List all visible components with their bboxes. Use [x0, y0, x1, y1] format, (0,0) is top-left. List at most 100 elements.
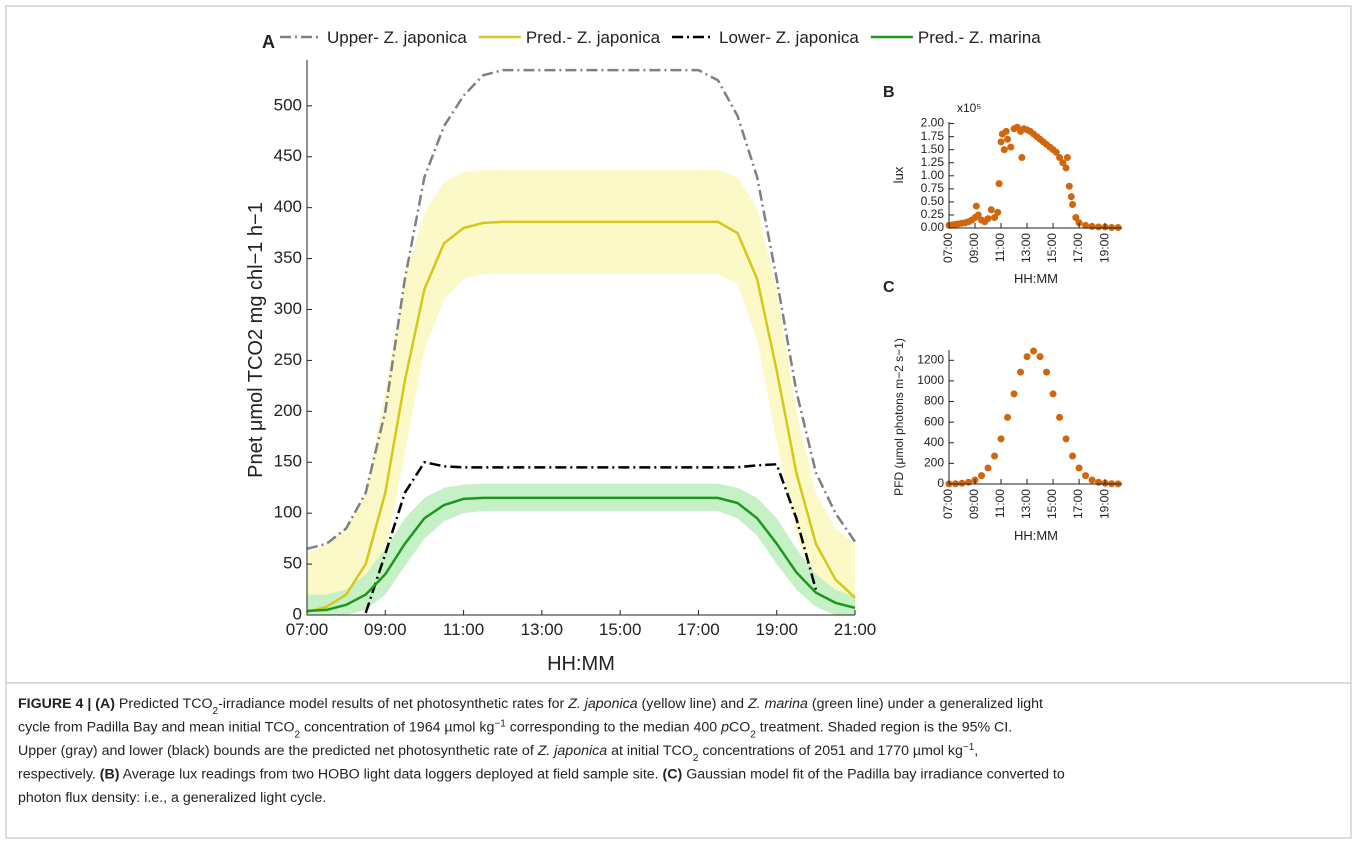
panel-label: A [262, 32, 275, 52]
x-tick-label: 09:00 [967, 233, 981, 263]
caption-run: Upper (gray) and lower (black) bounds ar… [18, 743, 538, 759]
point [1018, 154, 1026, 162]
point [991, 452, 999, 460]
caption-run: treatment. Shaded region is the 95% CI. [756, 720, 1012, 736]
caption-run: (C) [663, 767, 683, 783]
series-line [306, 220, 856, 614]
point [1043, 368, 1051, 376]
y-tick-label: 300 [274, 299, 302, 318]
caption-line: photon flux density: i.e., a generalized… [18, 790, 326, 806]
point [1095, 478, 1103, 486]
ci-band [307, 169, 855, 615]
point [1062, 435, 1070, 443]
x-tick-label: 19:00 [1097, 233, 1111, 263]
y-tick-label: 250 [274, 350, 302, 369]
y-tick-label: 400 [274, 197, 302, 216]
caption-run: 2 [295, 729, 301, 740]
point [991, 214, 999, 222]
point [1049, 390, 1057, 398]
point [1004, 135, 1012, 143]
ci-band [307, 483, 855, 615]
y-tick-label: 0.25 [921, 207, 945, 221]
point [1007, 143, 1015, 151]
caption-run: 2 [213, 706, 219, 717]
y-tick-label: 150 [274, 452, 302, 471]
x-tick-label: 11:00 [443, 620, 484, 639]
panel-label: B [883, 84, 895, 101]
x-tick-label: 17:00 [677, 620, 720, 639]
caption-run: at initial TCO [607, 743, 693, 759]
caption-run: Gaussian model fit of the Padilla bay ir… [682, 767, 1065, 783]
point [958, 479, 966, 487]
caption-line: respectively. (B) Average lux readings f… [18, 767, 1065, 783]
x-tick-label: 13:00 [1019, 489, 1033, 519]
y-axis-label: Pnet μmol TCO2 mg chl−1 h−1 [245, 202, 267, 478]
caption-run: FIGURE 4 | (A) [18, 696, 115, 712]
x-tick-label: 19:00 [755, 620, 798, 639]
point [972, 202, 980, 210]
point [1082, 472, 1090, 480]
point [974, 211, 982, 219]
point [978, 472, 986, 480]
y-tick-label: 200 [274, 401, 302, 420]
point [994, 208, 1002, 216]
caption-run: respectively. [18, 767, 100, 783]
caption-run: (green line) under a generalized light [808, 696, 1043, 712]
point [1065, 182, 1073, 190]
legend-label: Pred.- Z. japonica [526, 28, 661, 47]
point [1095, 223, 1103, 231]
point [984, 464, 992, 472]
point [1002, 127, 1010, 135]
point [1069, 201, 1077, 209]
x-tick-label: 11:00 [993, 233, 1007, 262]
caption-run: 2 [750, 729, 756, 740]
caption-run: corresponding to the median 400 [506, 720, 721, 736]
x-axis-label: HH:MM [1014, 528, 1058, 543]
caption-run: Predicted TCO [115, 696, 213, 712]
point [1062, 164, 1070, 172]
point [1088, 222, 1096, 230]
point [1059, 159, 1067, 167]
point [1023, 353, 1031, 361]
point [1004, 413, 1012, 421]
legend-label: Lower- Z. japonica [719, 28, 859, 47]
x-tick-label: 07:00 [286, 620, 329, 639]
x-tick-label: 11:00 [993, 489, 1007, 518]
point [1000, 146, 1008, 154]
caption-run: Z. japonica [537, 743, 608, 759]
point [1088, 476, 1096, 484]
caption-run: Average lux readings from two HOBO light… [119, 767, 662, 783]
y-tick-label: 0.75 [921, 181, 945, 195]
point [1075, 464, 1083, 472]
point [1010, 390, 1018, 398]
series-line [306, 496, 856, 613]
y-tick-label: 400 [924, 435, 944, 449]
caption-line: FIGURE 4 | (A) Predicted TCO2-irradiance… [18, 696, 1043, 717]
y-tick-label: 500 [274, 95, 302, 114]
caption-run: cycle from Padilla Bay and mean initial … [18, 720, 295, 736]
x-tick-label: 17:00 [1071, 489, 1085, 519]
caption-run: p [720, 720, 729, 736]
x-tick-label: 17:00 [1071, 233, 1085, 263]
caption-run: Z. marina [747, 696, 808, 712]
x-tick-label: 15:00 [599, 620, 642, 639]
x-tick-label: 21:00 [834, 620, 877, 639]
y-axis-label: PFD (μmol photons m−2 s−1) [892, 338, 906, 496]
x-tick-label: 19:00 [1097, 489, 1111, 519]
point [1075, 219, 1083, 227]
x-tick-label: 09:00 [967, 489, 981, 519]
point [1082, 221, 1090, 229]
y-tick-label: 0 [937, 476, 944, 490]
x-tick-label: 13:00 [1019, 233, 1033, 263]
point [995, 180, 1003, 188]
point [987, 206, 995, 214]
legend-label: Upper- Z. japonica [327, 28, 467, 47]
caption-line: cycle from Padilla Bay and mean initial … [18, 718, 1012, 740]
y-tick-label: 450 [274, 146, 302, 165]
point [1052, 148, 1060, 156]
x-tick-label: 13:00 [521, 620, 564, 639]
y-tick-label: 800 [924, 394, 944, 408]
point [1069, 452, 1077, 460]
x-tick-label: 09:00 [364, 620, 407, 639]
